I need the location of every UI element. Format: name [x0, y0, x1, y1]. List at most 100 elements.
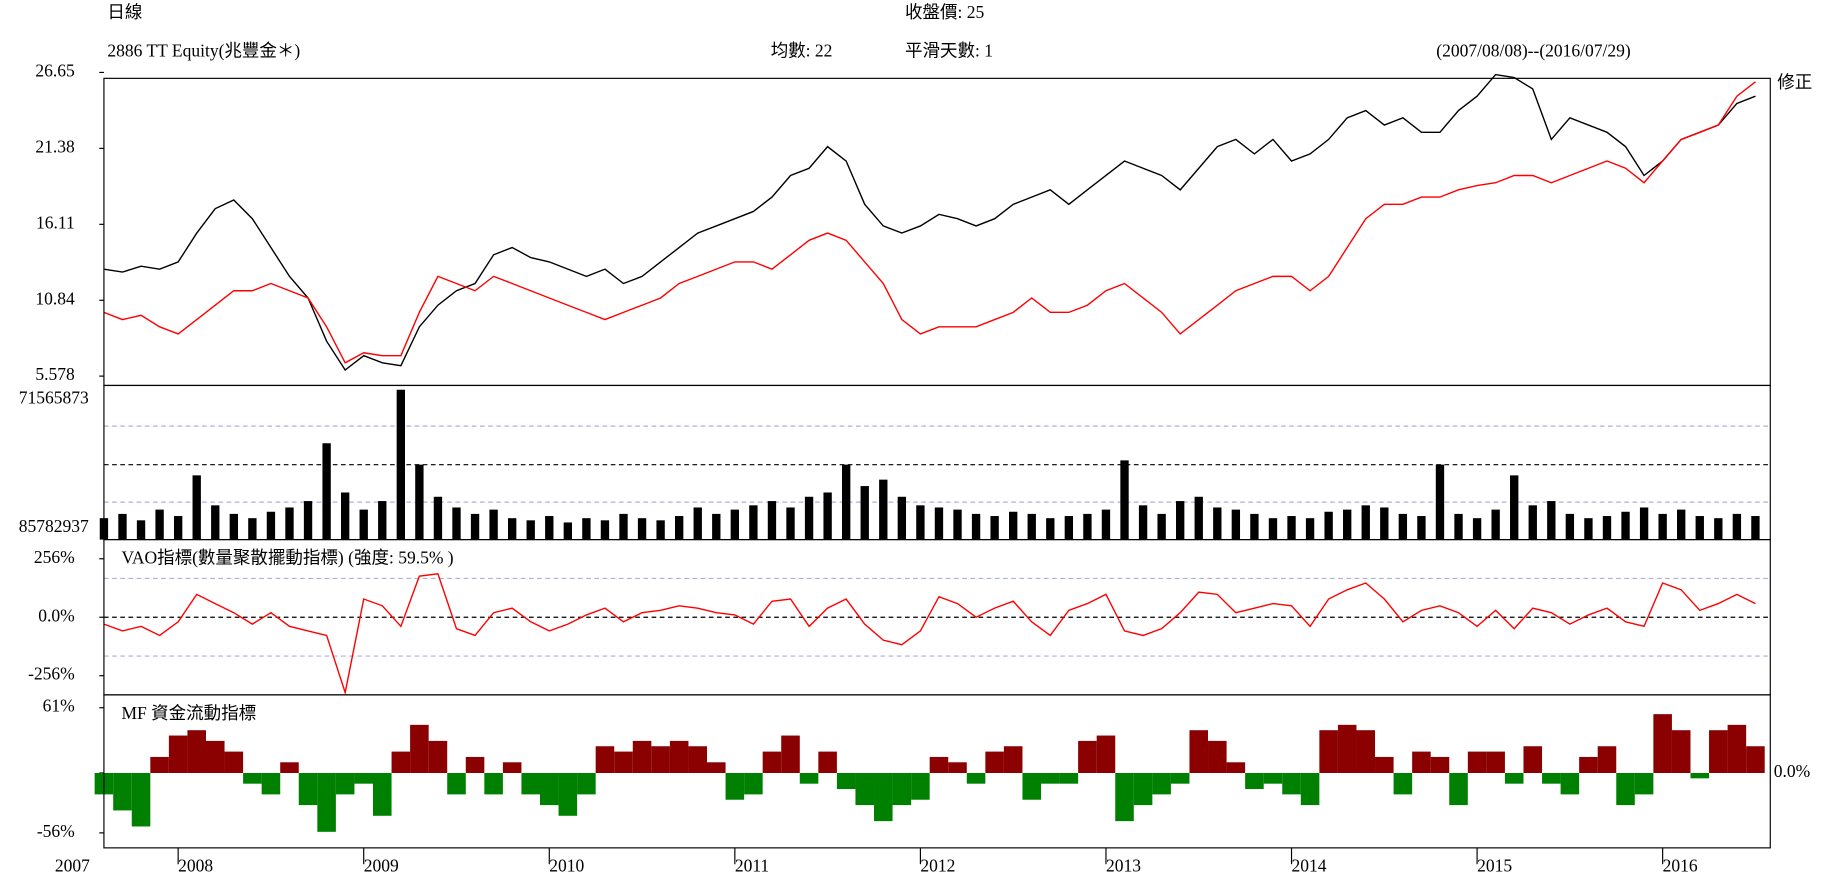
- bar: [1263, 772, 1283, 784]
- x-tick-label: 2008: [178, 856, 213, 876]
- y-tick-label: 0.0%: [38, 605, 74, 625]
- bar: [1579, 756, 1598, 773]
- bar: [948, 762, 967, 773]
- bar: [1677, 509, 1686, 540]
- x-tick-label: 2010: [549, 856, 584, 876]
- bar: [447, 772, 466, 795]
- x-tick-label: 2014: [1292, 856, 1327, 876]
- bar: [619, 513, 628, 540]
- bar: [168, 735, 188, 773]
- bar: [354, 772, 373, 784]
- bar: [303, 501, 313, 540]
- bar: [1120, 460, 1129, 540]
- bar: [990, 516, 999, 540]
- bar: [1245, 772, 1264, 790]
- bar: [1621, 511, 1630, 540]
- bar: [433, 496, 443, 540]
- bar: [1027, 513, 1036, 540]
- bar: [521, 772, 540, 795]
- y-tick-label: 10.84: [35, 288, 75, 308]
- bar: [280, 762, 299, 773]
- bar: [261, 772, 281, 795]
- y-tick-label: 256%: [34, 547, 75, 567]
- bar: [1584, 518, 1593, 540]
- bar: [205, 740, 225, 773]
- bar: [1194, 496, 1203, 540]
- x-tick-label: 2007: [55, 856, 90, 876]
- line: [103, 73, 1756, 372]
- bar: [1250, 513, 1259, 540]
- bar: [749, 505, 758, 540]
- bar: [229, 513, 238, 540]
- bar: [1454, 513, 1463, 540]
- bar: [1337, 724, 1357, 773]
- bar: [1560, 772, 1580, 795]
- bar: [1616, 772, 1635, 806]
- bar: [767, 501, 777, 540]
- bar: [855, 772, 875, 806]
- bar: [118, 513, 127, 540]
- bar: [1022, 772, 1042, 800]
- bar: [897, 496, 907, 540]
- bar: [1361, 505, 1370, 540]
- y-tick-label: 61%: [43, 696, 75, 716]
- bar: [1046, 518, 1055, 540]
- bar: [582, 518, 591, 540]
- bar: [1412, 751, 1431, 773]
- bar: [799, 772, 819, 784]
- bar: [502, 762, 522, 773]
- bar: [340, 492, 350, 540]
- bar: [1319, 730, 1338, 773]
- bar: [131, 772, 151, 827]
- bar: [804, 496, 814, 540]
- bar: [428, 740, 448, 773]
- bar: [656, 520, 665, 540]
- bar: [1602, 516, 1612, 540]
- bar: [1653, 714, 1672, 773]
- bar: [1356, 730, 1376, 773]
- close: 收盤價: 25: [905, 2, 984, 22]
- series-label: 修正: [1777, 72, 1812, 92]
- bar: [614, 751, 633, 773]
- bar: [632, 740, 652, 773]
- bar: [874, 772, 893, 822]
- bar: [224, 751, 244, 773]
- bar: [1751, 516, 1760, 540]
- panel-title: MF 資金流動指標: [121, 703, 256, 723]
- bar: [507, 518, 517, 540]
- bar: [1467, 751, 1487, 773]
- bar: [113, 772, 132, 811]
- bar: [953, 509, 962, 540]
- bar: [1138, 505, 1148, 540]
- bar: [1064, 516, 1074, 540]
- bar: [526, 520, 535, 540]
- bar: [1096, 735, 1116, 773]
- y-tick-label: 21.38: [35, 136, 75, 156]
- bar: [1472, 518, 1482, 540]
- bar: [1059, 772, 1079, 784]
- bar: [911, 772, 930, 800]
- bar: [818, 751, 837, 773]
- bar: [1398, 513, 1408, 540]
- bar: [1041, 772, 1060, 784]
- bar: [285, 507, 294, 540]
- x-tick-label: 2009: [364, 856, 399, 876]
- bar: [243, 772, 262, 784]
- bar: [1732, 513, 1742, 540]
- bar: [396, 389, 406, 540]
- bar: [595, 746, 615, 773]
- bar: [378, 501, 387, 540]
- bar: [1324, 511, 1333, 540]
- bar: [266, 511, 276, 540]
- y-tick-label: -256%: [28, 664, 75, 684]
- bar: [823, 492, 832, 540]
- bar: [1003, 746, 1023, 773]
- bar: [391, 751, 411, 773]
- bar: [966, 772, 986, 784]
- bar: [1380, 507, 1389, 540]
- bar: [1393, 772, 1413, 795]
- bar: [637, 518, 647, 540]
- bar: [1449, 772, 1468, 806]
